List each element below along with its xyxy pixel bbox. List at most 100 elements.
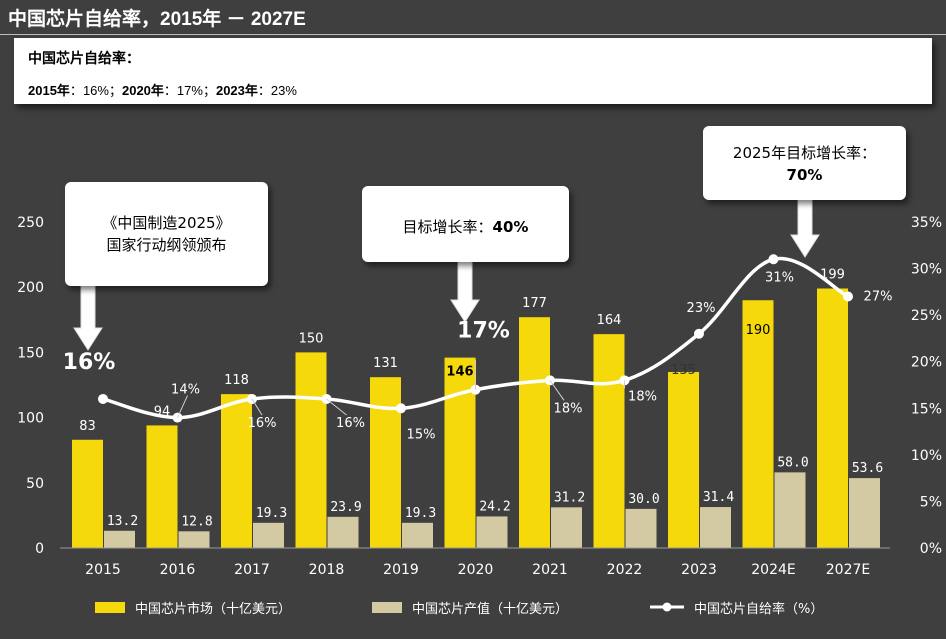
y-left-tick-label: 50 xyxy=(26,476,44,492)
rate-year: 2015年 xyxy=(28,83,70,98)
rate-value: 16% xyxy=(82,83,109,98)
axes-layer: 2015 2016 2017 2018 2019 2020 2021 2022 2023 2024… xyxy=(17,215,942,578)
market-value-label: 146 xyxy=(446,365,473,380)
market-value-label: 177 xyxy=(522,296,547,311)
rate-year: 2023年 xyxy=(215,83,258,98)
callout-arrow xyxy=(450,257,480,323)
rate-sep: ： xyxy=(69,83,83,98)
bar-output xyxy=(327,516,359,548)
y-right-tick-label: 0% xyxy=(920,541,942,557)
rate-value-label: 27% xyxy=(864,290,893,305)
page-title: 中国芯片自给率，2015年 － 2027E xyxy=(8,9,306,30)
market-value-label: 190 xyxy=(746,323,771,338)
bar-output xyxy=(625,508,657,548)
x-tick-label: 2016 xyxy=(160,562,196,578)
label-leader xyxy=(177,395,188,418)
bar-market xyxy=(742,300,774,548)
x-tick-label: 2017 xyxy=(234,562,270,578)
y-left-tick-label: 100 xyxy=(17,411,44,427)
legend-label: 中国芯片产值（十亿美元） xyxy=(412,602,569,617)
rate-point xyxy=(396,403,406,414)
y-right-tick-label: 10% xyxy=(911,448,942,464)
x-tick-label: 2023 xyxy=(681,562,717,578)
bar-market xyxy=(295,352,327,548)
legend-label: 中国芯片自给率（%） xyxy=(694,602,824,617)
callout-2025-target: 2025年目标增长率： 70% xyxy=(703,126,906,200)
output-value-label: 53.6 xyxy=(852,461,883,476)
y-right-tick-label: 35% xyxy=(911,215,942,231)
market-value-label: 131 xyxy=(373,356,398,371)
callout-arrows xyxy=(73,195,820,351)
rate-value-label: 14% xyxy=(171,383,200,398)
bar-market xyxy=(593,334,625,548)
output-value-label: 19.3 xyxy=(405,506,436,521)
bar-market xyxy=(221,394,252,548)
bar-market xyxy=(444,357,476,548)
rate-point xyxy=(694,328,704,339)
legend-line-swatch xyxy=(650,602,684,612)
summary-box: 中国芯片自给率： 2015年：16%；2020年：17%；2023年：23% xyxy=(14,38,932,104)
bar-output xyxy=(849,478,880,548)
output-value-label: 24.2 xyxy=(479,499,510,514)
rate-value: 17% xyxy=(176,83,203,98)
bar-market xyxy=(370,377,401,548)
callout-line: 《中国制造2025》 xyxy=(102,214,231,232)
y-left-tick-label: 200 xyxy=(17,280,44,296)
output-value-label: 30.0 xyxy=(628,492,659,507)
output-value-label: 13.2 xyxy=(107,514,138,529)
rate-year: 2020年 xyxy=(121,83,164,98)
bar-output xyxy=(178,531,210,548)
rate-value-label: 16% xyxy=(336,416,365,431)
legend-swatch xyxy=(372,602,402,613)
rate-point xyxy=(768,254,779,265)
y-right-tick-label: 5% xyxy=(920,494,942,510)
y-left-tick-label: 0 xyxy=(35,541,44,557)
bar-output xyxy=(253,522,284,548)
callout-value: 70% xyxy=(786,166,823,184)
market-value-label: 199 xyxy=(820,268,845,283)
y-right-tick-label: 25% xyxy=(911,308,942,324)
output-value-label: 31.4 xyxy=(703,490,734,505)
x-tick-label: 2018 xyxy=(309,562,345,578)
bar-market xyxy=(817,288,848,548)
rate-value-label: 15% xyxy=(407,427,436,442)
bar-output xyxy=(402,522,433,548)
x-tick-label: 2015 xyxy=(85,562,121,578)
rate-value-label: 31% xyxy=(765,270,794,285)
summary-rates: 2015年：16%；2020年：17%；2023年：23% xyxy=(28,80,297,99)
legend: 中国芯片市场（十亿美元） 中国芯片产值（十亿美元） 中国芯片自给率（%） xyxy=(0,598,946,620)
output-value-label: 58.0 xyxy=(777,455,808,470)
legend-label: 中国芯片市场（十亿美元） xyxy=(135,602,292,617)
market-value-label: 83 xyxy=(79,419,96,434)
output-value-label: 19.3 xyxy=(256,506,287,521)
rate-point xyxy=(843,291,853,302)
callout-arrow xyxy=(790,195,820,258)
summary-heading: 中国芯片自给率： xyxy=(28,50,140,66)
x-tick-label: 2021 xyxy=(532,562,568,578)
market-value-label: 118 xyxy=(224,373,249,388)
rate-value-label: 18% xyxy=(628,389,657,404)
callout-value: 40% xyxy=(492,218,529,236)
label-leader xyxy=(251,398,263,416)
rate-value-label: 16% xyxy=(63,350,116,375)
y-right-tick-label: 15% xyxy=(911,401,942,417)
output-value-label: 12.8 xyxy=(181,514,212,529)
bar-output xyxy=(700,507,731,548)
rate-value-label: 18% xyxy=(554,401,583,416)
bar-market xyxy=(72,439,103,548)
output-value-label: 31.2 xyxy=(554,490,585,505)
rate-line xyxy=(102,256,849,420)
label-leader xyxy=(549,380,565,401)
market-value-label: 150 xyxy=(299,331,324,346)
label-leader xyxy=(326,398,347,416)
bars-layer xyxy=(72,288,880,548)
bar-market xyxy=(519,317,550,548)
rate-end: ； xyxy=(108,83,122,98)
callout-line: 2025年目标增长率： xyxy=(732,144,877,162)
x-tick-label: 2020 xyxy=(458,562,494,578)
rate-value-label: 17% xyxy=(457,319,510,344)
bar-output xyxy=(774,472,806,548)
callout-line: 国家行动纲领颁布 xyxy=(106,236,227,254)
labels-layer: 83 94 118 150 131 146 177 164 135 190 199 13.2 12.8 1… xyxy=(63,268,893,530)
callout-text: 目标增长率： xyxy=(402,218,493,236)
